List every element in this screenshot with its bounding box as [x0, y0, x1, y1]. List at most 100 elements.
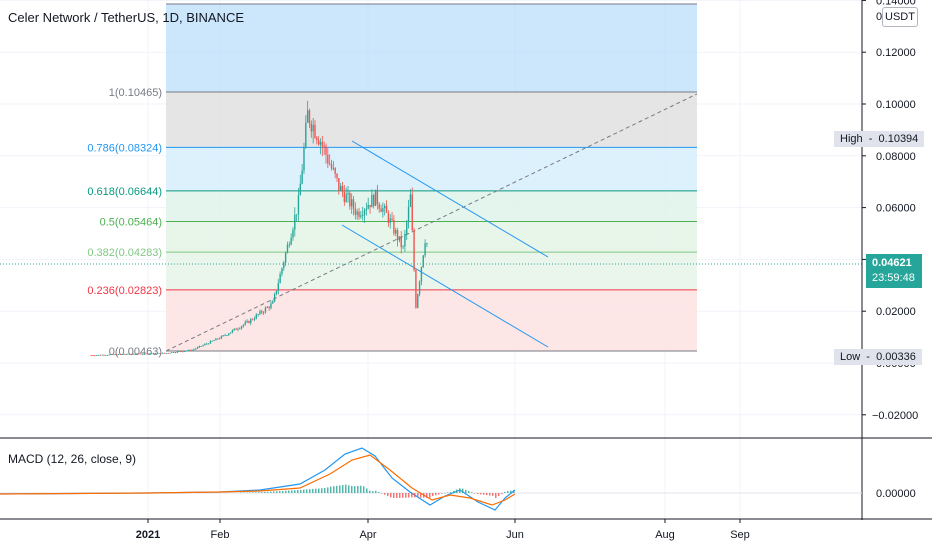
candle-body [121, 354, 124, 355]
macd-histogram-bar [258, 492, 260, 493]
candle-body [343, 192, 346, 202]
high-label-value: 0.10394 [878, 133, 919, 145]
candle-body [106, 354, 109, 356]
candle-body [246, 320, 248, 323]
price-tick-top: 0 [876, 11, 882, 23]
candle-body [207, 343, 210, 345]
macd-histogram-bar [348, 485, 350, 493]
candle-body [158, 353, 160, 354]
channel-upper-line [351, 140, 549, 258]
macd-histogram-bar [426, 493, 428, 498]
candle-body [301, 170, 303, 184]
candle-body [196, 347, 199, 349]
candle-body [224, 335, 226, 337]
candle-body [393, 219, 395, 234]
candle-body [143, 353, 146, 355]
candle-body [308, 110, 311, 124]
candle-body [303, 147, 305, 171]
macd-histogram-bar [462, 488, 464, 493]
high-label-text: High [840, 133, 863, 145]
macd-histogram-bar [243, 492, 245, 494]
candle-body [180, 351, 182, 353]
fibonacci-levels[interactable]: 1(0.10465) 0.786(0.08324) 0.618(0.06644) 0.… [87, 87, 697, 358]
candle-body [270, 303, 272, 309]
macd-histogram-bar [510, 490, 512, 493]
candle-body [391, 218, 393, 220]
macd-histogram-bar [468, 491, 470, 493]
candle-body [156, 353, 158, 355]
time-axis[interactable]: 2021 Feb Apr Jun Aug Sep [136, 519, 750, 541]
candle-body [272, 301, 274, 304]
candle-body [409, 194, 412, 207]
candle-body [338, 178, 340, 191]
low-label-value: 0.00336 [876, 351, 916, 363]
macd-histogram-bar [474, 493, 476, 494]
candle-body [161, 352, 164, 354]
candle-body [178, 351, 180, 353]
candle-body [240, 326, 243, 329]
candle-body [341, 185, 344, 193]
candle-body [275, 290, 278, 294]
candle-body [97, 354, 100, 356]
candle-body [417, 294, 419, 308]
trend-drawings[interactable] [165, 93, 698, 352]
candle-body [250, 319, 252, 324]
fib-level-label: 0.618(0.06644) [87, 186, 162, 198]
macd-histogram-bar [360, 485, 362, 493]
candle-body [176, 351, 179, 353]
macd-histogram-bar [393, 493, 395, 499]
macd-histogram-bar [441, 493, 443, 494]
candle-body [248, 320, 250, 324]
macd-pane [0, 447, 862, 511]
candle-body [323, 145, 325, 147]
macd-histogram-bar [486, 493, 488, 496]
candle-body [220, 336, 223, 339]
candle-body [204, 343, 206, 346]
candle-body [189, 350, 191, 351]
macd-histogram-bar [450, 492, 452, 493]
candle-body [284, 252, 287, 263]
fibonacci-retracement-zones[interactable] [166, 3, 697, 352]
fib-level-label: 0.5(0.05464) [100, 216, 162, 228]
candle-body [172, 352, 175, 354]
currency-badge[interactable]: USDT [882, 7, 918, 27]
candle-body [420, 267, 423, 282]
candle-body [268, 307, 270, 309]
candle-body [116, 354, 118, 356]
candle-body [233, 328, 235, 331]
time-axis-label: Jun [506, 529, 524, 541]
candle-body [352, 199, 355, 209]
candle-body [253, 318, 256, 320]
low-label-dash: - [863, 351, 874, 363]
fib-trend-line [165, 93, 698, 352]
candle-body [350, 199, 353, 207]
fib-level-label: 1(0.10465) [109, 87, 162, 99]
symbol-title[interactable]: Celer Network / TetherUS, 1D, BINANCE [8, 10, 244, 25]
macd-histogram-bar [321, 488, 323, 493]
macd-histogram-bar [447, 492, 449, 493]
price-axis-label: −0.02000 [872, 410, 918, 422]
macd-histogram-bar [477, 493, 479, 494]
candle-body [90, 355, 92, 357]
candle-body [171, 352, 173, 354]
candle-body [378, 204, 380, 209]
macd-histogram-bar [351, 485, 353, 493]
candle-body [321, 142, 324, 146]
candle-body [239, 328, 241, 330]
candle-body [200, 346, 202, 347]
price-axis-label: 0.14000 [876, 0, 916, 7]
macd-histogram-bar [405, 493, 407, 498]
macd-indicator-title[interactable]: MACD (12, 26, close, 9) [8, 452, 137, 466]
candle-body [402, 246, 404, 248]
candle-body [217, 338, 219, 340]
candle-body [222, 335, 224, 337]
candle-body [384, 205, 386, 209]
candle-body [360, 215, 362, 217]
macd-histogram-bar [282, 490, 284, 493]
candle-body [398, 236, 401, 241]
candle-body [387, 212, 390, 223]
candle-body [305, 122, 307, 148]
macd-histogram-bar [444, 492, 446, 494]
candle-body [169, 352, 171, 354]
